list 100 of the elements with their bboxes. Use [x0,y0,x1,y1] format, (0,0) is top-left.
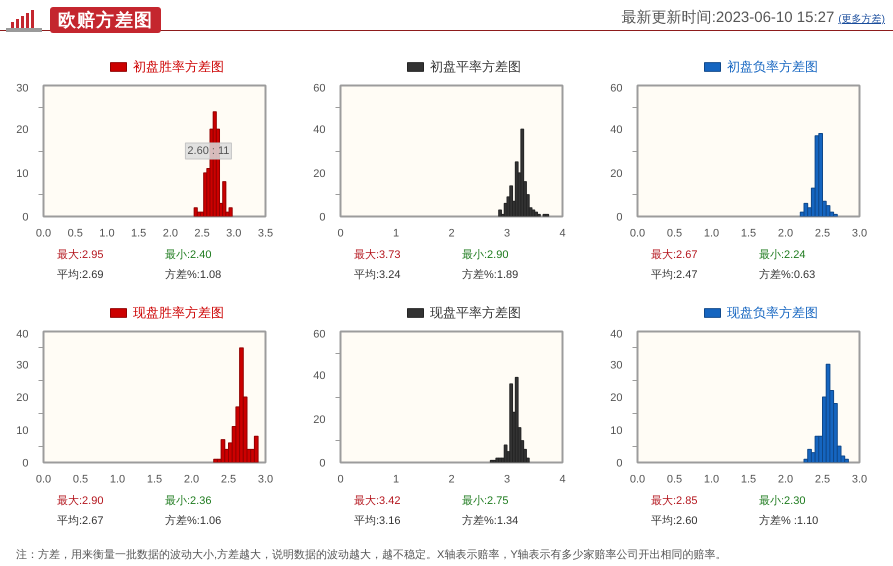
x-tick-label: 1.0 [99,228,115,240]
x-tick-label: 0.5 [666,228,682,240]
y-tick-label: 40 [16,328,29,340]
text: 最小:2.75 [462,495,508,508]
y-tick-label: 0 [22,212,29,224]
y-tick-label: 20 [610,168,623,180]
text: 方差%:1.89 [462,269,518,282]
x-tick-label: 1.0 [704,474,720,486]
text: 方差%:0.63 [759,269,816,282]
text: 最新更新时间:2023-06-10 15:27 [622,9,834,26]
y-tick-label: 20 [16,392,29,404]
x-tick-label: 0.5 [72,474,88,486]
x-tick-label: 3.0 [852,228,868,240]
x-tick-label: 0.0 [36,228,52,240]
x-tick-label: 0.0 [630,474,646,486]
x-tick-label: 0.0 [36,474,52,486]
y-tick-label: 40 [610,124,623,136]
y-tick-label: 0 [319,212,326,224]
y-tick-label: 30 [610,359,623,372]
text: 最小:2.36 [165,495,212,508]
y-tick-label: 0 [319,458,326,470]
x-tick-label: 1.0 [704,228,720,240]
text: 最小:2.90 [462,249,508,262]
y-tick-label: 40 [313,370,326,382]
x-tick-label: 0 [337,474,344,486]
x-tick-label: 2.5 [814,474,830,486]
text: 平均:3.24 [354,269,400,282]
text: 欧赔方差图 [50,7,161,33]
text: 最大:2.85 [651,495,698,508]
x-tick-label: 1.5 [740,228,756,240]
x-tick-label: 3.5 [258,228,274,240]
y-tick-label: 0 [616,212,623,224]
x-tick-label: 2 [448,474,455,486]
x-tick-label: 0.5 [666,474,682,486]
y-tick-label: 20 [313,414,326,426]
x-tick-label: 0.5 [68,228,83,240]
text: 最小:2.30 [759,495,806,508]
text: 最大:3.42 [354,495,400,508]
y-tick-label: 20 [610,392,623,404]
legend-label: 初盘平率方差图 [430,58,521,76]
y-tick-label: 30 [16,359,29,372]
y-tick-label: 10 [610,424,623,437]
x-tick-label: 0.0 [630,228,646,240]
x-tick-label: 4 [559,474,566,486]
text: 方差%:1.06 [165,515,222,528]
text: 方差%:1.08 [165,269,222,282]
x-tick-label: 2 [448,228,455,240]
y-tick-label: 60 [610,82,623,94]
text: 最大:3.73 [354,249,400,262]
x-tick-label: 1.5 [146,474,162,486]
text: 平均:2.69 [57,269,104,282]
x-tick-label: 3.0 [258,474,274,486]
y-tick-label: 0 [616,458,623,470]
legend-label: 初盘负率方差图 [727,58,818,76]
text: 方差% :1.10 [759,515,818,528]
y-tick-label: 10 [16,168,29,180]
x-tick-label: 1.0 [110,474,126,486]
x-tick-label: 4 [559,228,566,240]
y-tick-label: 40 [313,124,326,136]
y-tick-label: 60 [313,328,326,340]
x-tick-label: 1 [392,228,400,240]
text: 最大:2.90 [57,495,104,508]
y-tick-label: 30 [16,82,29,94]
x-tick-label: 2.5 [814,228,830,240]
text: 平均:2.67 [57,515,104,528]
legend-label: 现盘平率方差图 [430,304,521,322]
text: 最小:2.24 [759,249,806,262]
x-tick-label: 1 [392,474,400,486]
text: 最大:2.95 [57,249,104,262]
y-tick-label: 60 [313,82,326,94]
text: 注：方差，用来衡量一批数据的波动大小,方差越大，说明数据的波动越大，越不稳定。X轴表示赔率，Y轴表示有多少家赔率公司开出相同的赔率。 [16,548,727,563]
y-tick-label: 20 [313,168,326,180]
annotation: 2.60 : 11 [187,145,230,157]
x-tick-label: 2.0 [778,228,794,240]
x-tick-label: 1.5 [740,474,756,486]
x-tick-label: 2.5 [194,228,210,240]
legend-label: 现盘负率方差图 [727,304,818,322]
x-tick-label: 2.0 [162,228,178,240]
text: 平均:2.60 [651,515,698,528]
x-tick-label: 1.5 [130,228,146,240]
x-tick-label: 0 [337,228,344,240]
text: 方差%:1.34 [462,515,518,528]
x-tick-label: 2.5 [220,474,236,486]
x-tick-label: 3.0 [226,228,242,240]
x-tick-label: 2.0 [778,474,794,486]
text: (更多方差) [838,14,885,25]
x-tick-label: 3 [504,474,510,486]
y-tick-label: 0 [22,458,29,470]
text: 最小:2.40 [165,249,212,262]
legend-label: 初盘胜率方差图 [133,58,224,76]
x-tick-label: 2.0 [184,474,200,486]
x-tick-label: 3.0 [852,474,868,486]
legend-label: 现盘胜率方差图 [133,304,224,322]
y-tick-label: 20 [16,124,29,136]
text: 平均:2.47 [651,269,698,282]
text: 最大:2.67 [651,249,698,262]
text: 平均:3.16 [354,515,400,528]
y-tick-label: 40 [610,328,623,340]
y-tick-label: 10 [16,424,29,437]
x-tick-label: 3 [504,228,510,240]
